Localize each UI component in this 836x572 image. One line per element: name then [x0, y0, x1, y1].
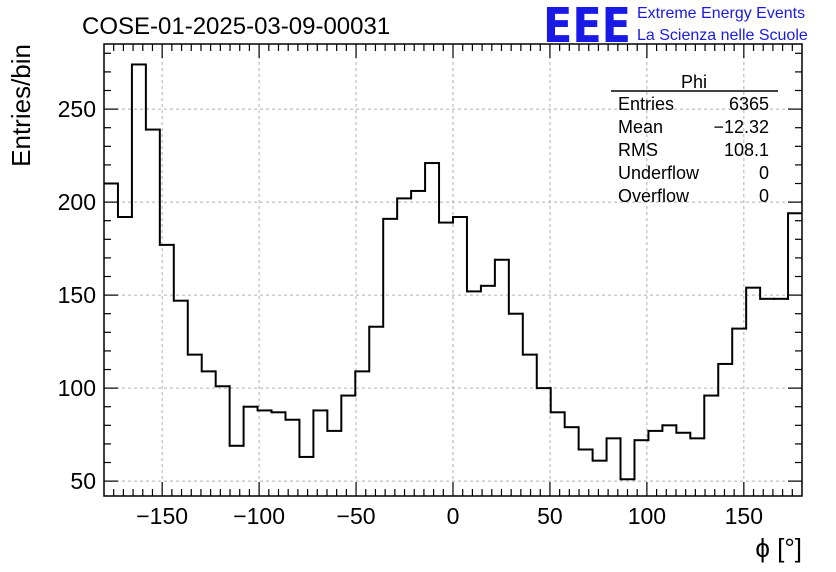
stats-row-value: 108.1	[724, 140, 769, 160]
eee-logo-line1: Extreme Energy Events	[637, 5, 805, 22]
chart-title: COSE-01-2025-03-09-00031	[82, 13, 390, 40]
x-tick-label: 100	[628, 503, 666, 529]
grid-lines	[104, 44, 802, 496]
stats-row-value: 0	[759, 186, 769, 206]
eee-logo: EEE Extreme Energy Events La Scienza nel…	[543, 0, 808, 54]
stats-row-label: Overflow	[618, 186, 690, 206]
stats-row-value: −12.32	[713, 117, 769, 137]
stats-title: Phi	[681, 72, 707, 92]
stats-row-value: 0	[759, 163, 769, 183]
x-tick-label: 50	[537, 503, 563, 529]
stats-row-value: 6365	[729, 94, 769, 114]
tick-labels: −150 −100 −50 0 50 100 150 50 100 150 200 250	[58, 96, 763, 529]
x-tick-label: −150	[136, 503, 188, 529]
x-tick-label: 0	[447, 503, 460, 529]
plot-frame	[103, 43, 803, 497]
stats-row-label: Entries	[618, 94, 674, 114]
x-tick-label: −50	[337, 503, 376, 529]
y-tick-label: 200	[58, 189, 96, 215]
axis-ticks	[104, 44, 802, 496]
x-tick-label: −100	[233, 503, 285, 529]
stats-row-label: RMS	[618, 140, 658, 160]
eee-logo-mark: EEE	[543, 0, 631, 54]
y-tick-label: 150	[58, 282, 96, 308]
histogram-bars	[104, 63, 802, 481]
eee-logo-line2: La Scienza nelle Scuole	[637, 27, 808, 44]
stats-row-label: Mean	[618, 117, 663, 137]
y-axis-title: Entries/bin	[6, 44, 36, 167]
x-tick-label: 150	[725, 503, 763, 529]
y-tick-label: 50	[70, 468, 96, 494]
stats-rows: Entries 6365 Mean −12.32 RMS 108.1 Underflow 0 O…	[618, 94, 769, 206]
x-axis-title: ϕ [°]	[755, 533, 802, 563]
y-tick-label: 100	[58, 375, 96, 401]
stats-row-label: Underflow	[618, 163, 700, 183]
y-tick-label: 250	[58, 96, 96, 122]
stats-box: Phi Entries 6365 Mean −12.32 RMS 108.1 Underfl…	[611, 72, 778, 206]
